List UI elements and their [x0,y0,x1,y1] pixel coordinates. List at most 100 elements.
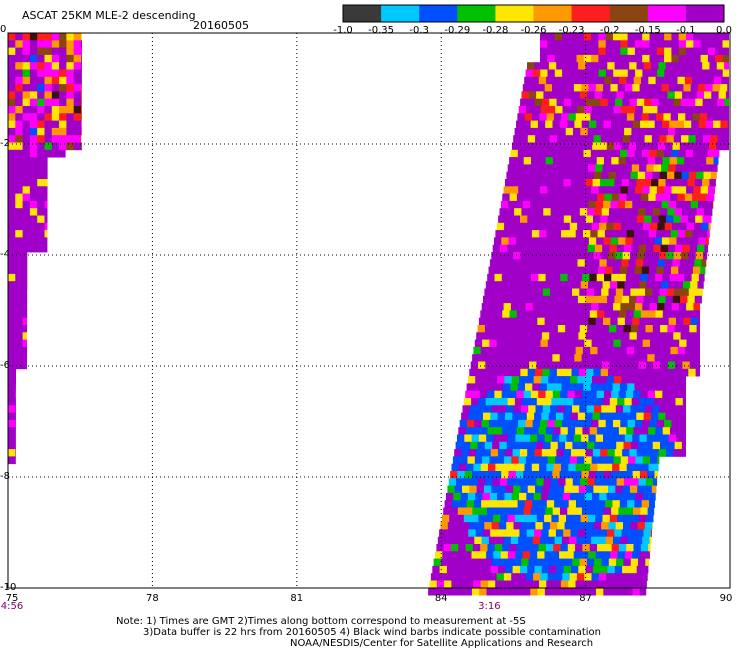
swath-cell [489,492,498,501]
swath-cell [8,273,16,282]
swath-cell [537,200,546,209]
swath-cell [668,200,677,209]
swath-cell [597,463,606,472]
swath-cell [708,106,717,114]
swath-cell [530,434,538,443]
swath-cell [545,544,554,552]
swath-cell [682,398,686,406]
swath-cell [465,427,474,435]
swath-cell [73,33,82,41]
swath-cell [647,237,655,246]
swath-cell [664,186,672,194]
swath-cell [655,390,663,399]
swath-cell [617,551,626,559]
swath-cell [8,164,16,173]
swath-cell [22,200,31,209]
swath-cell [457,587,465,596]
swath-cell [564,171,573,180]
swath-cell [515,587,524,596]
swath-cell [624,244,632,253]
swath-cell [539,113,547,121]
swath-cell [613,419,621,428]
swath-cell [590,346,598,355]
swath-cell [533,142,542,151]
swath-cell [545,390,554,399]
swath-cell [608,441,617,450]
swath-cell [634,346,642,355]
swath-cell [686,106,695,114]
swath-cell [637,171,646,180]
swath-cell [555,259,564,267]
swath-cell [546,266,555,275]
swath-cell [573,244,581,253]
swath-cell [536,361,545,370]
swath-cell [458,580,467,589]
swath-cell [527,135,536,143]
swath-cell [553,193,562,202]
footer-note-1: Note: 1) Times are GMT 2)Times along bot… [116,616,526,627]
swath-cell [520,215,528,224]
swath-cell [15,120,23,129]
colorbar-tick-label: -0.28 [482,25,509,36]
swath-cell [584,339,592,348]
swath-cell [632,84,640,92]
swath-cell [490,332,499,340]
swath-cell [605,69,614,78]
swath-cell [464,551,472,559]
swath-cell [600,98,609,107]
swath-cell [537,434,545,443]
swath-cell [524,230,533,238]
swath-cell [647,273,656,282]
swath-cell [642,40,650,48]
swath-cell [506,441,515,450]
swath-cell [588,551,596,559]
swath-cell [650,295,659,304]
swath-cell [516,273,525,282]
swath-cell [722,47,729,56]
swath-cell [588,237,597,246]
swath-cell [588,200,597,209]
swath-cell [597,544,605,552]
swath-cell [612,500,621,508]
swath-cell [702,215,711,224]
swath-cell [578,332,587,340]
swath-cell [617,587,626,596]
swath-cell [661,281,669,289]
swath-cell [646,514,654,523]
swath-cell [29,33,38,41]
swath-cell [727,84,729,92]
swath-cell [655,346,664,355]
swath-cell [512,565,521,574]
swath-cell [673,252,682,260]
swath-cell [22,208,31,216]
swath-cell [698,273,705,282]
swath-cell [22,91,31,100]
swath-cell [619,580,627,589]
swath-cell [556,412,564,421]
swath-cell [510,419,519,428]
swath-cell [636,215,645,224]
swath-cell [525,419,534,428]
swath-cell [8,33,16,41]
swath-cell [597,346,606,355]
swath-cell [549,565,557,574]
swath-cell [591,222,600,231]
swath-cell [625,84,633,92]
swath-cell [680,295,688,304]
swath-cell [591,69,599,78]
swath-cell [590,463,598,472]
swath-cell [601,522,609,530]
swath-cell [29,62,38,70]
swath-cell [498,368,507,377]
swath-cell [568,346,576,355]
swath-cell [603,390,612,399]
swath-cell [650,492,656,501]
swath-cell [635,106,644,114]
swath-cell [22,120,31,129]
swath-cell [557,252,565,260]
swath-cell [517,149,526,158]
swath-cell [476,332,484,340]
swath-cell [595,398,603,406]
swath-cell [647,390,656,399]
swath-cell [501,507,510,516]
